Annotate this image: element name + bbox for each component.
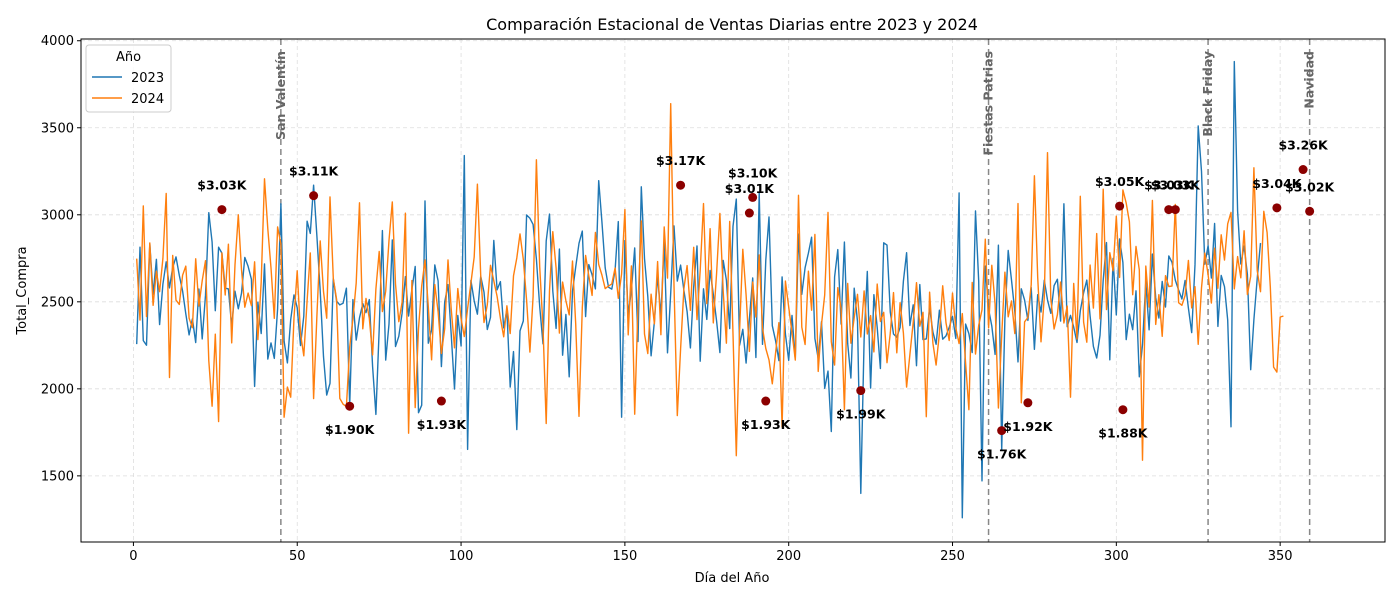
x-tick-label: 200 bbox=[776, 549, 801, 564]
x-tick-label: 300 bbox=[1104, 549, 1129, 564]
event-lines: San Valentín Fiestas Patrias Black Friday N… bbox=[273, 39, 1317, 542]
annotation-marker bbox=[217, 205, 227, 215]
annotation-marker bbox=[761, 396, 771, 406]
annotation-marker bbox=[1272, 203, 1282, 213]
annotation-label: $3.03K bbox=[197, 178, 248, 193]
x-tick-label: 100 bbox=[449, 549, 474, 564]
annotation-marker bbox=[1305, 206, 1315, 216]
event-label: Navidad bbox=[1302, 51, 1317, 109]
annotation-label: $3.01K bbox=[725, 181, 776, 196]
annotation-marker bbox=[856, 386, 866, 396]
x-tick-label: 250 bbox=[940, 549, 965, 564]
y-tick-label: 2000 bbox=[41, 382, 74, 397]
annotation-markers bbox=[217, 165, 1315, 436]
annotation-marker bbox=[1298, 165, 1308, 175]
annotation-label: $3.05K bbox=[1095, 174, 1146, 189]
annotation-label: $1.93K bbox=[417, 417, 468, 432]
annotation-marker bbox=[676, 180, 686, 190]
legend-box bbox=[85, 44, 172, 113]
x-axis-ticks: 0 50 100 150 200 250 300 350 bbox=[129, 542, 1293, 564]
annotation-label: $1.99K bbox=[836, 407, 887, 422]
y-tick-label: 1500 bbox=[41, 469, 74, 484]
x-tick-label: 50 bbox=[289, 549, 306, 564]
annotation-label: $3.04K bbox=[1252, 176, 1303, 191]
annotation-marker bbox=[748, 192, 758, 202]
y-axis-ticks: 1500 2000 2500 3000 3500 4000 bbox=[41, 34, 81, 484]
y-tick-label: 4000 bbox=[41, 34, 74, 49]
x-tick-label: 150 bbox=[612, 549, 637, 564]
x-tick-label: 0 bbox=[129, 549, 137, 564]
event-label: Black Friday bbox=[1200, 51, 1215, 137]
annotation-label: $3.02K bbox=[1285, 179, 1336, 194]
annotation-marker bbox=[436, 396, 446, 406]
series-line-2024 bbox=[136, 102, 1284, 461]
annotation-label: $1.88K bbox=[1098, 426, 1149, 441]
x-axis-title: Día del Año bbox=[695, 571, 770, 586]
legend: Año 2023 2024 bbox=[85, 44, 172, 113]
annotation-label: $3.11K bbox=[289, 164, 340, 179]
annotation-marker bbox=[1164, 205, 1174, 215]
annotation-label: $1.90K bbox=[325, 422, 376, 437]
y-axis-title: Total_Compra bbox=[15, 246, 30, 335]
annotation-marker bbox=[997, 426, 1007, 436]
annotation-label: $3.26K bbox=[1278, 138, 1329, 153]
annotation-marker bbox=[345, 401, 355, 411]
annotation-marker bbox=[1118, 405, 1128, 415]
annotation-label: $1.76K bbox=[977, 447, 1028, 462]
annotation-label: $3.03K bbox=[1144, 178, 1195, 193]
annotation-marker bbox=[1023, 398, 1033, 408]
event-label: San Valentín bbox=[273, 51, 288, 140]
legend-title: Año bbox=[116, 50, 141, 65]
legend-label-2023: 2023 bbox=[131, 71, 164, 86]
annotation-marker bbox=[744, 208, 754, 218]
legend-label-2024: 2024 bbox=[131, 92, 164, 107]
y-tick-label: 2500 bbox=[41, 295, 74, 310]
annotation-label: $1.93K bbox=[741, 417, 792, 432]
event-label: Fiestas Patrias bbox=[981, 51, 996, 156]
annotation-marker bbox=[309, 191, 319, 201]
y-tick-label: 3000 bbox=[41, 208, 74, 223]
annotation-labels: $3.03K $3.11K $1.90K $1.93K $3.17K $3.01K$3.1… bbox=[197, 138, 1335, 462]
annotation-label: $3.10K bbox=[728, 165, 779, 180]
x-tick-label: 350 bbox=[1268, 549, 1293, 564]
series-lines bbox=[136, 60, 1284, 519]
annotation-label: $1.92K bbox=[1003, 419, 1054, 434]
chart-title: Comparación Estacional de Ventas Diarias… bbox=[486, 15, 978, 34]
annotation-marker bbox=[1115, 201, 1125, 211]
annotation-marker bbox=[1170, 205, 1180, 215]
annotation-label: $3.03K bbox=[1151, 178, 1202, 193]
annotation-label: $3.17K bbox=[656, 153, 707, 168]
y-tick-label: 3500 bbox=[41, 121, 74, 136]
plot-frame bbox=[80, 38, 1386, 543]
